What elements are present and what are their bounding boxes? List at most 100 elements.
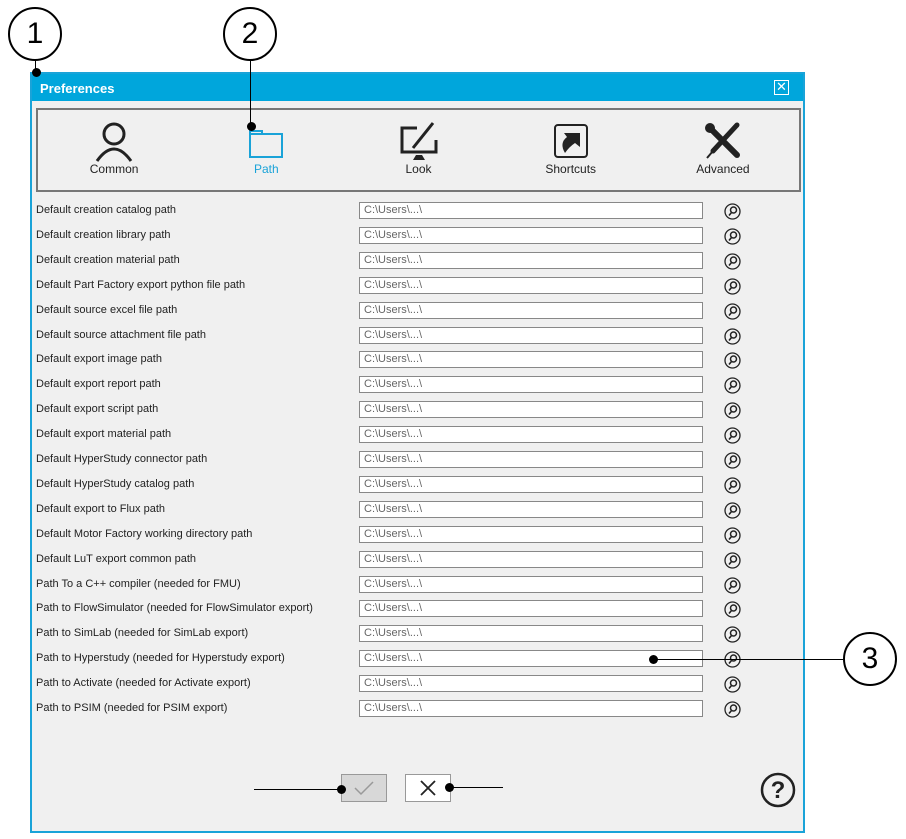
path-input[interactable]: C:\Users\...\: [359, 600, 703, 618]
path-row: Path to SimLab (needed for SimLab export…: [36, 625, 756, 645]
folder-icon: [248, 120, 284, 162]
path-input[interactable]: C:\Users\...\: [359, 401, 703, 419]
tab-shortcuts[interactable]: Shortcuts: [495, 110, 647, 190]
path-label: Default LuT export common path: [36, 552, 196, 565]
callout-line-2: [250, 61, 251, 127]
path-input[interactable]: C:\Users\...\: [359, 251, 703, 269]
browse-search-icon[interactable]: [724, 502, 741, 519]
path-label: Path to PSIM (needed for PSIM export): [36, 702, 228, 714]
path-input[interactable]: C:\Users\...\: [359, 326, 703, 344]
path-row: Default HyperStudy catalog path C:\Users…: [36, 475, 756, 496]
tab-label: Look: [405, 162, 432, 176]
tab-advanced[interactable]: Advanced: [647, 110, 799, 190]
path-input[interactable]: C:\Users\...\: [359, 675, 703, 693]
path-label: Path to Activate (needed for Activate ex…: [36, 677, 251, 690]
callout-dot-2: [247, 122, 256, 131]
path-row: Default export material path C:\Users\..…: [36, 426, 756, 446]
path-input[interactable]: C:\Users\...\: [359, 475, 703, 493]
path-input[interactable]: C:\Users\...\: [359, 700, 703, 717]
browse-search-icon[interactable]: [724, 701, 741, 718]
path-input[interactable]: C:\Users\...\: [359, 525, 703, 543]
browse-search-icon[interactable]: [724, 626, 741, 643]
path-label: Default source attachment file path: [36, 328, 206, 341]
path-label: Path to FlowSimulator (needed for FlowSi…: [36, 602, 313, 615]
browse-search-icon[interactable]: [724, 576, 741, 594]
tab-label: Path: [253, 162, 279, 176]
check-icon: [354, 781, 374, 796]
path-input[interactable]: C:\Users\...\: [359, 202, 703, 219]
path-label: Default export image path: [36, 353, 162, 366]
browse-search-icon[interactable]: [724, 676, 741, 693]
path-input[interactable]: C:\Users\...\: [359, 301, 703, 319]
browse-search-icon[interactable]: [724, 228, 741, 245]
browse-search-icon[interactable]: [724, 527, 741, 544]
browse-search-icon[interactable]: [724, 352, 741, 370]
callout-2: 2: [223, 7, 277, 61]
browse-search-icon[interactable]: [724, 402, 741, 419]
path-label: Default creation library path: [36, 228, 171, 241]
path-input[interactable]: C:\Users\...\: [359, 550, 703, 568]
path-label: Path to Hyperstudy (needed for Hyperstud…: [36, 652, 285, 665]
close-icon[interactable]: ✕: [774, 80, 789, 95]
path-row: Default export report path C:\Users\...\: [36, 376, 756, 396]
browse-search-icon[interactable]: [724, 377, 741, 394]
monitor-pen-icon: [399, 120, 439, 162]
ok-button[interactable]: [341, 774, 387, 802]
browse-search-icon[interactable]: [724, 302, 741, 320]
path-row: Path to PSIM (needed for PSIM export) C:…: [36, 700, 756, 720]
browse-search-icon[interactable]: [724, 203, 741, 220]
path-row: Default Part Factory export python file …: [36, 276, 756, 297]
path-row: Default creation material path C:\Users\…: [36, 251, 756, 272]
path-row: Default HyperStudy connector path C:\Use…: [36, 451, 756, 471]
browse-search-icon[interactable]: [724, 452, 741, 469]
path-row: Default source attachment file path C:\U…: [36, 326, 756, 347]
path-input[interactable]: C:\Users\...\: [359, 575, 703, 593]
path-input[interactable]: C:\Users\...\: [359, 226, 703, 244]
path-label: Default export script path: [36, 403, 159, 416]
browse-search-icon[interactable]: [724, 601, 741, 619]
callout-line-3: [653, 659, 843, 660]
path-row: Default Motor Factory working directory …: [36, 525, 756, 546]
path-label: Default Part Factory export python file …: [36, 278, 246, 291]
user-icon: [92, 120, 136, 162]
path-input[interactable]: C:\Users\...\: [359, 376, 703, 394]
path-label: Default HyperStudy connector path: [36, 453, 208, 465]
callout-dot-3: [649, 655, 658, 664]
tab-path[interactable]: Path: [190, 110, 342, 190]
svg-text:?: ?: [771, 777, 786, 804]
path-input[interactable]: C:\Users\...\: [359, 451, 703, 468]
help-button[interactable]: ?: [760, 772, 796, 813]
callout-line-1: [35, 61, 36, 73]
category-tabs: Common Path Look Shortcuts Advanced: [36, 108, 801, 192]
browse-search-icon[interactable]: [724, 278, 741, 295]
path-input[interactable]: C:\Users\...\: [359, 426, 703, 444]
browse-search-icon[interactable]: [724, 427, 741, 444]
cancel-button[interactable]: [405, 774, 451, 802]
browse-search-icon[interactable]: [724, 327, 741, 345]
browse-search-icon[interactable]: [724, 253, 741, 270]
help-icon: ?: [760, 772, 796, 808]
path-row: Default export to Flux path C:\Users\...…: [36, 500, 756, 521]
path-input[interactable]: C:\Users\...\: [359, 351, 703, 369]
dialog-title: Preferences: [40, 81, 115, 96]
path-input[interactable]: C:\Users\...\: [359, 500, 703, 518]
callout-line-5: [450, 787, 503, 788]
x-icon: [420, 780, 436, 796]
tab-common[interactable]: Common: [38, 110, 190, 190]
path-row: Default creation library path C:\Users\.…: [36, 226, 756, 247]
tools-icon: [703, 120, 743, 162]
path-input[interactable]: C:\Users\...\: [359, 276, 703, 294]
path-label: Default creation catalog path: [36, 204, 177, 216]
callout-1: 1: [8, 7, 62, 61]
path-row: Default source excel file path C:\Users\…: [36, 301, 756, 322]
browse-search-icon[interactable]: [724, 551, 741, 569]
tab-look[interactable]: Look: [342, 110, 494, 190]
path-input[interactable]: C:\Users\...\: [359, 625, 703, 643]
path-row: Default LuT export common path C:\Users\…: [36, 550, 756, 571]
path-label: Default Motor Factory working directory …: [36, 527, 253, 540]
browse-search-icon[interactable]: [724, 477, 741, 494]
path-input[interactable]: C:\Users\...\: [359, 650, 703, 668]
preferences-dialog: Preferences ✕ Common Path Look Shortcuts…: [30, 72, 805, 833]
title-bar: Preferences ✕: [32, 74, 803, 101]
path-row: Path to Activate (needed for Activate ex…: [36, 675, 756, 695]
